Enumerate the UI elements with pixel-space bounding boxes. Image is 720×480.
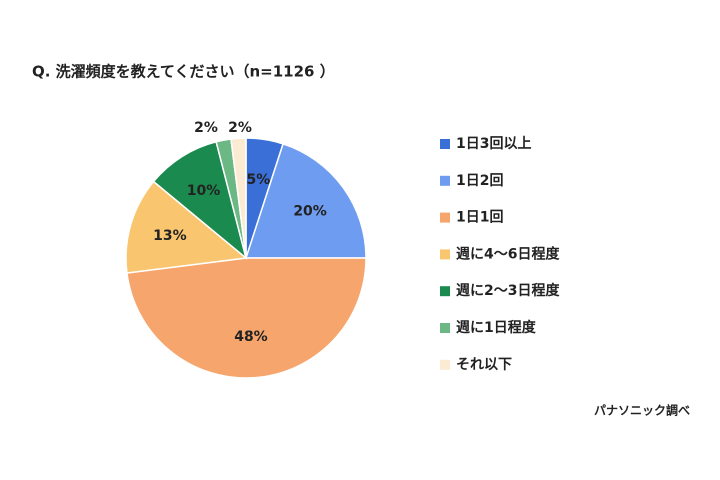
legend-label: 週に4〜6日程度 xyxy=(456,245,560,262)
pie-slice xyxy=(126,257,367,379)
legend-swatch xyxy=(440,286,450,297)
legend-swatch xyxy=(440,323,450,333)
legend-swatch xyxy=(440,139,450,149)
source-note: パナソニック調べ xyxy=(594,403,690,418)
legend-label: 1日1回 xyxy=(456,210,503,226)
data-label: 2% xyxy=(194,120,218,136)
legend-swatch xyxy=(440,175,450,186)
pie-slice xyxy=(125,180,248,274)
data-label: 2% xyxy=(228,120,252,136)
chart-title: Q. 洗濯頻度を教えてください（n=1126 ） xyxy=(32,63,335,81)
legend-label: 週に2〜3日程度 xyxy=(456,282,560,299)
pie-slice xyxy=(230,137,247,259)
legend-label: 1日2回 xyxy=(456,173,503,189)
legend-swatch xyxy=(440,212,450,223)
legend-swatch xyxy=(440,249,450,260)
legend-swatch xyxy=(440,359,450,370)
pie-slice xyxy=(244,142,367,259)
legend-label: 週に1日程度 xyxy=(456,319,537,336)
data-label: 20% xyxy=(293,203,327,219)
data-label: 13% xyxy=(153,228,187,244)
legend-label: それ以下 xyxy=(456,357,512,373)
legend-label: 1日3回以上 xyxy=(456,136,531,152)
data-label: 48% xyxy=(234,329,268,345)
data-label: 5% xyxy=(246,172,270,188)
data-label: 10% xyxy=(187,183,221,199)
